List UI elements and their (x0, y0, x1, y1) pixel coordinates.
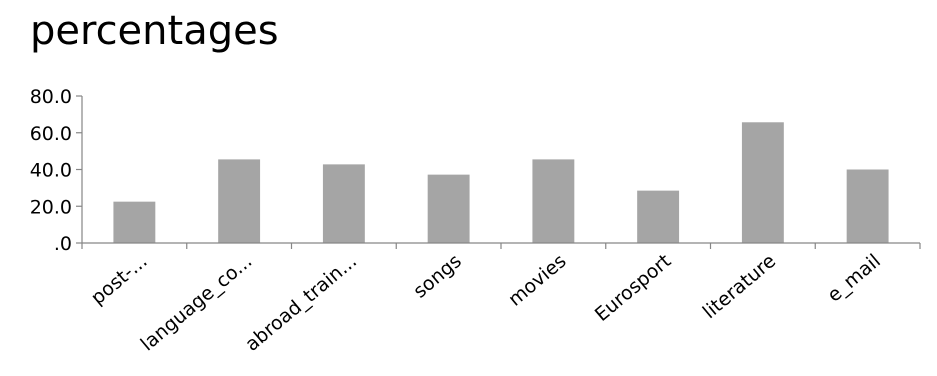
y-tick-label-1: 20.0 (30, 196, 72, 218)
x-category-label-3: songs (409, 250, 466, 303)
x-category-label-5: Eurosport (591, 250, 676, 326)
x-category-labels: post-...language_co...abroad_train... son… (87, 250, 885, 356)
y-tick-label-3: 60.0 (30, 123, 72, 145)
bar-4 (532, 159, 575, 243)
bar-3 (427, 174, 470, 243)
bar-6 (741, 122, 784, 243)
bars-group (113, 122, 889, 243)
y-tick-label-0: .0 (54, 233, 72, 255)
x-category-label-0: post-... (87, 250, 152, 309)
bar-7 (846, 169, 889, 243)
y-tick-label-2: 40.0 (30, 160, 72, 182)
bar-1 (218, 159, 261, 243)
y-tick-labels: .0 20.0 40.0 60.0 80.0 (30, 86, 72, 255)
chart-title: percentages (30, 8, 279, 54)
bar-2 (322, 164, 365, 243)
x-category-label-2: abroad_train... (241, 250, 361, 356)
x-category-label-7: e_mail (823, 250, 885, 307)
x-category-label-1: language_co... (137, 250, 257, 355)
x-category-label-4: movies (504, 250, 570, 311)
y-tick-label-4: 80.0 (30, 86, 72, 108)
bar-0 (113, 201, 156, 243)
axes-group (76, 95, 921, 249)
bar-5 (637, 190, 680, 243)
x-category-label-6: literature (699, 250, 780, 323)
